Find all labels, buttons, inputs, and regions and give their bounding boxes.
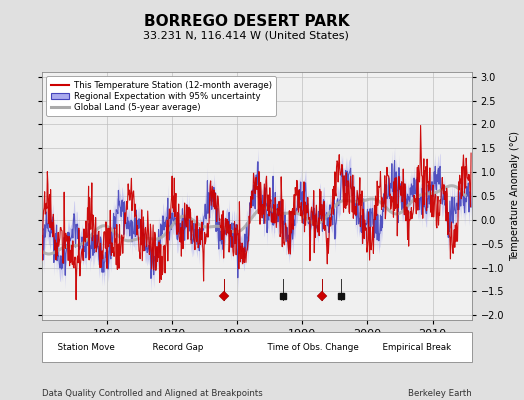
Text: Station Move: Station Move [52, 342, 115, 352]
Y-axis label: Temperature Anomaly (°C): Temperature Anomaly (°C) [510, 131, 520, 261]
Legend: This Temperature Station (12-month average), Regional Expectation with 95% uncer: This Temperature Station (12-month avera… [46, 76, 276, 116]
Text: Data Quality Controlled and Aligned at Breakpoints: Data Quality Controlled and Aligned at B… [42, 389, 263, 398]
Text: 33.231 N, 116.414 W (United States): 33.231 N, 116.414 W (United States) [144, 30, 349, 40]
Text: Record Gap: Record Gap [147, 342, 203, 352]
Text: Time of Obs. Change: Time of Obs. Change [262, 342, 359, 352]
Text: BORREGO DESERT PARK: BORREGO DESERT PARK [144, 14, 349, 29]
Text: Empirical Break: Empirical Break [377, 342, 451, 352]
Text: Berkeley Earth: Berkeley Earth [408, 389, 472, 398]
